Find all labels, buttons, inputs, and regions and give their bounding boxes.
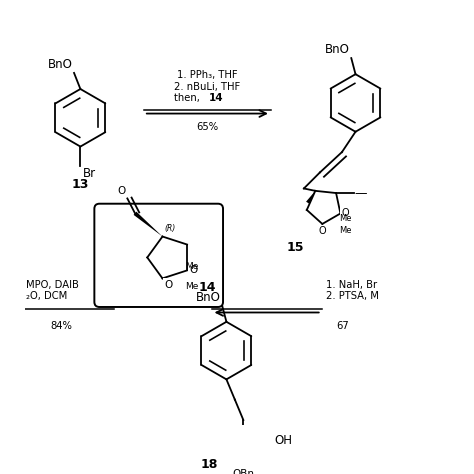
Text: Me: Me <box>185 262 199 271</box>
Text: 65%: 65% <box>196 122 219 132</box>
Text: 13: 13 <box>72 178 89 191</box>
Text: —: — <box>355 187 367 200</box>
Polygon shape <box>306 191 315 204</box>
Text: O: O <box>319 226 326 236</box>
Text: MPO, DAIB: MPO, DAIB <box>26 280 79 290</box>
Text: 14: 14 <box>199 281 216 294</box>
Text: Br: Br <box>82 167 96 180</box>
Text: (R): (R) <box>164 224 176 233</box>
Text: O: O <box>342 209 349 219</box>
Text: then,: then, <box>174 93 203 103</box>
Text: OBn: OBn <box>232 469 255 474</box>
Text: Me: Me <box>339 214 352 223</box>
Text: 18: 18 <box>201 458 218 471</box>
Polygon shape <box>241 440 246 464</box>
Text: BnO: BnO <box>196 291 221 304</box>
Text: OH: OH <box>274 434 292 447</box>
Text: 14: 14 <box>209 93 223 103</box>
Text: 2. nBuLi, THF: 2. nBuLi, THF <box>174 82 240 91</box>
Text: 15: 15 <box>287 241 304 254</box>
Text: 1. PPh₃, THF: 1. PPh₃, THF <box>177 70 237 80</box>
Text: O: O <box>117 186 125 196</box>
Text: 84%: 84% <box>50 321 72 331</box>
Text: ₂O, DCM: ₂O, DCM <box>26 291 67 301</box>
FancyBboxPatch shape <box>94 204 223 307</box>
Polygon shape <box>134 211 163 237</box>
Text: 67: 67 <box>337 321 349 331</box>
Text: Me: Me <box>185 282 199 291</box>
Text: BnO: BnO <box>48 58 73 71</box>
Text: BnO: BnO <box>325 44 350 56</box>
Text: 1. NaH, Br: 1. NaH, Br <box>326 280 377 290</box>
Text: O: O <box>164 280 173 290</box>
Text: Me: Me <box>339 226 352 235</box>
Text: O: O <box>189 265 198 275</box>
Text: 2. PTSA, M: 2. PTSA, M <box>326 291 379 301</box>
